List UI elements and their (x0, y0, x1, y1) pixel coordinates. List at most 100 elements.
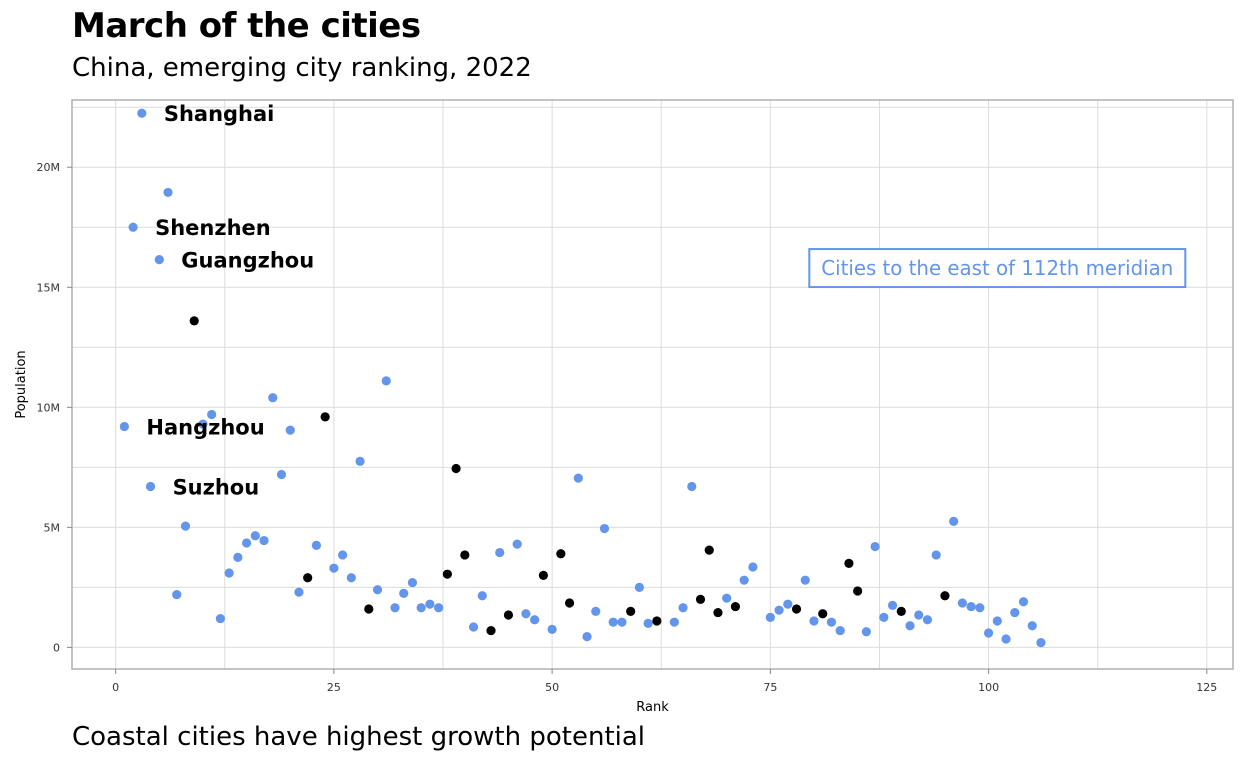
data-point-east (381, 376, 391, 386)
data-point-other (320, 412, 330, 422)
x-tick-label: 0 (112, 681, 119, 694)
x-axis-ticks: 0 25 50 75 100 125 (112, 669, 1217, 694)
data-point-other (844, 558, 854, 568)
data-point-other (538, 570, 548, 580)
y-tick-label: 20M (37, 161, 61, 174)
data-point-other (303, 573, 313, 583)
data-point-other (896, 606, 906, 616)
data-point-east (145, 481, 156, 492)
data-points (119, 108, 1046, 648)
data-point-east (975, 603, 985, 613)
data-point-east (250, 531, 260, 541)
data-point-other (713, 607, 723, 618)
data-point-east (434, 603, 444, 613)
data-point-east (617, 617, 627, 627)
data-point-other (704, 545, 714, 555)
data-point-east (931, 550, 941, 560)
data-point-east (512, 539, 522, 549)
city-label: Shenzhen (155, 216, 271, 240)
x-tick-label: 50 (545, 681, 559, 694)
data-point-east (416, 603, 426, 613)
data-point-other (564, 598, 575, 608)
data-point-other (730, 601, 741, 612)
data-point-east (870, 541, 880, 552)
x-tick-label: 100 (978, 681, 999, 694)
y-tick-label: 15M (37, 281, 61, 294)
data-point-east (268, 393, 278, 403)
chart-title: March of the cities (72, 6, 421, 46)
data-point-east (276, 469, 287, 480)
city-label: Shanghai (164, 102, 275, 126)
data-point-east (119, 421, 129, 432)
data-point-east (687, 481, 697, 492)
data-point-east (599, 523, 610, 534)
data-point-east (1036, 637, 1046, 648)
data-point-other (460, 550, 470, 560)
data-point-other (556, 549, 566, 559)
data-point-east (224, 568, 234, 578)
data-point-east (722, 593, 732, 603)
chart-subtitle: China, emerging city ranking, 2022 (72, 53, 532, 83)
data-point-other (486, 625, 496, 636)
data-point-east (477, 591, 487, 601)
data-point-east (180, 521, 191, 531)
data-point-east (259, 535, 269, 546)
data-point-east (137, 108, 147, 118)
data-point-east (608, 617, 618, 627)
data-point-other (853, 586, 863, 596)
y-tick-label: 5M (44, 521, 61, 534)
data-point-east (774, 605, 784, 615)
data-point-east (198, 419, 208, 429)
data-point-east (949, 516, 959, 526)
data-point-other (451, 463, 461, 474)
data-point-other (791, 604, 802, 614)
data-point-other (940, 591, 950, 601)
y-axis-title: Population (14, 350, 29, 418)
data-point-east (294, 587, 304, 597)
data-point-east (765, 612, 775, 622)
data-point-east (643, 618, 653, 628)
y-axis-ticks: 0 5M 10M 15M 20M (37, 161, 72, 654)
data-point-east (311, 540, 322, 550)
data-point-east (1001, 634, 1011, 644)
data-point-other (189, 316, 199, 326)
city-labels: Shanghai Shenzhen Guangzhou Hangzhou Suzhou (146, 102, 314, 499)
data-point-east (233, 552, 243, 562)
data-point-east (372, 585, 383, 595)
data-point-east (966, 601, 976, 612)
data-point-east (739, 575, 749, 585)
data-point-east (922, 615, 933, 625)
data-point-east (783, 599, 793, 609)
data-point-east (128, 222, 138, 232)
annotation-text: Cities to the east of 112th meridian (821, 256, 1173, 280)
city-label: Guangzhou (181, 249, 314, 273)
data-point-other (626, 606, 636, 616)
data-point-east (809, 616, 819, 626)
chart-caption: Coastal cities have highest growth poten… (72, 722, 646, 752)
y-tick-label: 10M (37, 401, 61, 414)
grid-lines (72, 100, 1233, 669)
data-point-east (826, 617, 837, 627)
data-point-other (503, 610, 514, 620)
data-point-other (695, 594, 706, 604)
data-point-east (338, 550, 348, 560)
data-point-east (346, 573, 356, 583)
data-point-east (957, 598, 967, 608)
data-point-east (887, 600, 898, 610)
data-point-east (329, 563, 339, 573)
data-point-east (207, 409, 217, 420)
data-point-east (390, 603, 400, 613)
data-point-east (669, 617, 679, 627)
data-point-east (582, 631, 592, 642)
data-point-east (285, 425, 295, 435)
x-tick-label: 75 (763, 681, 777, 694)
x-tick-label: 25 (327, 681, 341, 694)
data-point-east (547, 624, 557, 634)
data-point-east (215, 613, 225, 624)
x-axis-title: Rank (636, 700, 669, 715)
data-point-east (399, 588, 409, 598)
data-point-east (905, 621, 915, 631)
data-point-east (355, 456, 365, 466)
data-point-east (634, 582, 645, 592)
